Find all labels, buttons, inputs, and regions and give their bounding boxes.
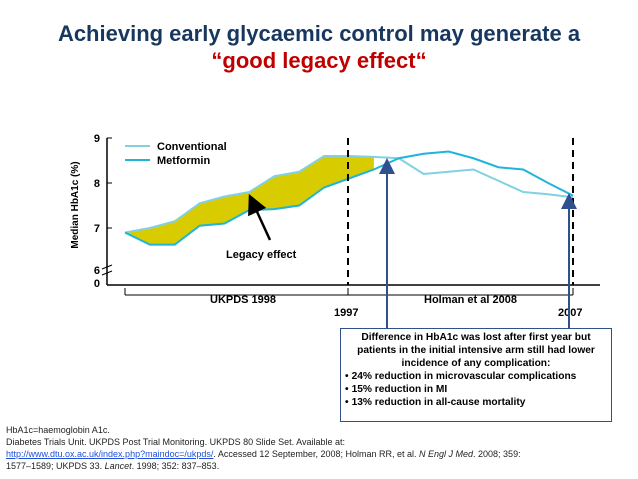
footnote-line-2: Diabetes Trials Unit. UKPDS Post Trial M…	[6, 437, 345, 447]
legend-label-conventional: Conventional	[157, 141, 227, 153]
period-label-ukpds: UKPDS 1998	[210, 294, 276, 306]
slide-title: Achieving early glycaemic control may ge…	[0, 20, 638, 74]
y-tick-9: 9	[94, 133, 100, 145]
info-bullet-list: • 24% reduction in microvascular complica…	[345, 370, 607, 409]
year-label-2007: 2007	[558, 307, 582, 319]
y-tick-6: 6	[94, 265, 100, 277]
title-line-1: Achieving early glycaemic control may ge…	[57, 21, 581, 46]
info-bullet: • 24% reduction in microvascular complica…	[345, 371, 577, 382]
axis-break-mark	[101, 270, 113, 276]
info-bullet: • 15% reduction in MI	[345, 384, 448, 395]
y-axis-label: Median HbA1c (%)	[70, 161, 81, 248]
y-tick-0: 0	[94, 278, 100, 290]
legacy-effect-area	[125, 156, 374, 245]
y-tick-7: 7	[94, 223, 100, 235]
footnote-line-4: 1577–1589; UKPDS 33. Lancet. 1998; 352: …	[6, 461, 220, 471]
footnote-line-3: http://www.dtu.ox.ac.uk/index.php?maindo…	[6, 449, 521, 459]
reference-link[interactable]: http://www.dtu.ox.ac.uk/index.php?maindo…	[6, 449, 214, 459]
legend-label-metformin: Metformin	[157, 155, 210, 167]
footnote: HbA1c=haemoglobin A1c. Diabetes Trials U…	[6, 424, 634, 472]
y-tick-8: 8	[94, 178, 100, 190]
period-label-holman: Holman et al 2008	[424, 294, 517, 306]
title-line-2: “good legacy effect“	[211, 48, 427, 73]
info-callout-box: Difference in HbA1c was lost after first…	[340, 328, 612, 422]
axis-break-mark	[101, 264, 113, 270]
footnote-line-1: HbA1c=haemoglobin A1c.	[6, 425, 110, 435]
legacy-effect-label: Legacy effect	[226, 249, 297, 261]
legacy-effect-arrow	[248, 193, 272, 241]
year-label-1997: 1997	[334, 307, 358, 319]
info-bullet: • 13% reduction in all-cause mortality	[345, 397, 526, 408]
info-intro: Difference in HbA1c was lost after first…	[357, 332, 595, 369]
